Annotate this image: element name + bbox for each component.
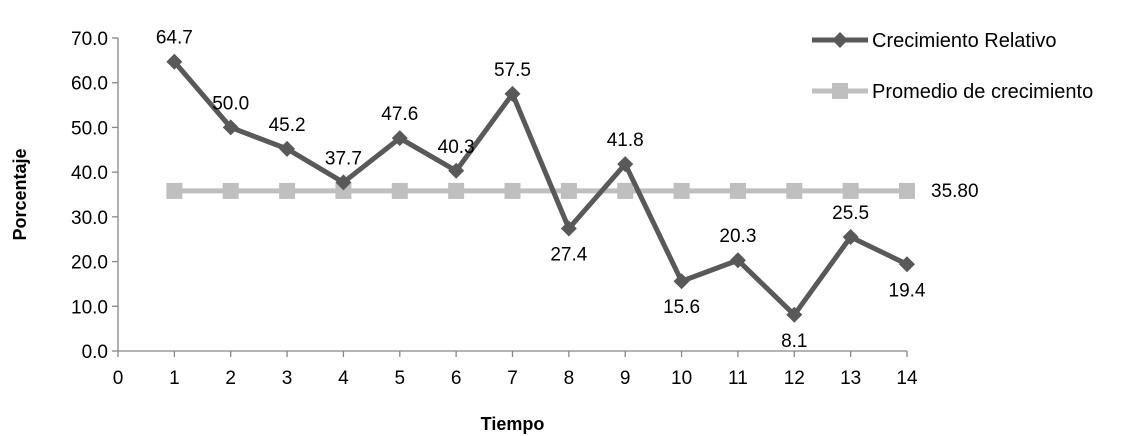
average-point-marker [674,183,690,199]
legend: Crecimiento Relativo Promedio de crecimie… [812,30,1093,103]
average-point-marker [786,183,802,199]
legend-label: Promedio de crecimiento [872,81,1093,103]
data-label: 57.5 [494,60,531,81]
y-tick-label: 50.0 [71,118,108,139]
data-label: 37.7 [325,148,362,169]
data-label: 50.0 [212,93,249,114]
legend-marker [832,32,848,48]
x-tick-label: 5 [394,368,405,389]
average-point-marker [392,183,408,199]
x-tick-label: 7 [507,368,518,389]
data-label: 15.6 [663,297,700,318]
data-label: 41.8 [607,130,644,151]
average-point-marker [223,183,239,199]
relative-growth-point-marker [899,256,915,272]
data-label: 64.7 [156,28,193,49]
average-point-marker [561,183,577,199]
relative-growth-point-marker [674,273,690,289]
x-tick-label: 3 [282,368,293,389]
x-tick-label: 13 [840,368,861,389]
y-tick-label: 10.0 [71,297,108,318]
x-tick-label: 1 [169,368,180,389]
data-label: 40.3 [438,137,475,158]
x-tick-label: 4 [338,368,349,389]
x-ticks: 0 1 2 3 4 5 6 7 8 9 10 11 12 13 14 [113,351,918,389]
average-point-marker [899,183,915,199]
x-tick-label: 0 [113,368,124,389]
x-tick-label: 6 [451,368,462,389]
average-point-marker [843,183,859,199]
y-tick-label: 70.0 [71,29,108,50]
x-tick-label: 8 [564,368,575,389]
data-label: 8.1 [781,331,807,352]
average-point-marker [166,183,182,199]
x-tick-label: 12 [784,368,805,389]
data-label: 27.4 [550,244,587,265]
x-tick-label: 10 [671,368,692,389]
x-axis-title: Tiempo [481,414,545,434]
y-tick-label: 40.0 [71,163,108,184]
legend-label: Crecimiento Relativo [872,30,1057,52]
y-tick-label: 0.0 [82,342,108,363]
average-point-marker [617,183,633,199]
y-tick-label: 20.0 [71,253,108,274]
y-ticks: 0.0 10.0 20.0 30.0 40.0 50.0 60.0 70.0 [71,29,118,363]
data-label: 47.6 [381,104,418,125]
y-tick-label: 60.0 [71,74,108,95]
average-end-label: 35.80 [931,181,979,202]
data-label: 25.5 [832,203,869,224]
y-tick-label: 30.0 [71,208,108,229]
average-point-marker [448,183,464,199]
x-tick-label: 2 [225,368,236,389]
data-label: 19.4 [889,280,926,301]
y-axis-title: Porcentaje [10,148,30,240]
x-tick-label: 14 [896,368,918,389]
legend-marker [832,83,848,99]
average-point-marker [505,183,521,199]
average-point-marker [279,183,295,199]
average-point-marker [730,183,746,199]
series [166,54,915,323]
data-label: 20.3 [719,226,756,247]
data-label: 45.2 [269,115,306,136]
x-tick-label: 11 [728,368,748,389]
x-tick-label: 9 [620,368,631,389]
